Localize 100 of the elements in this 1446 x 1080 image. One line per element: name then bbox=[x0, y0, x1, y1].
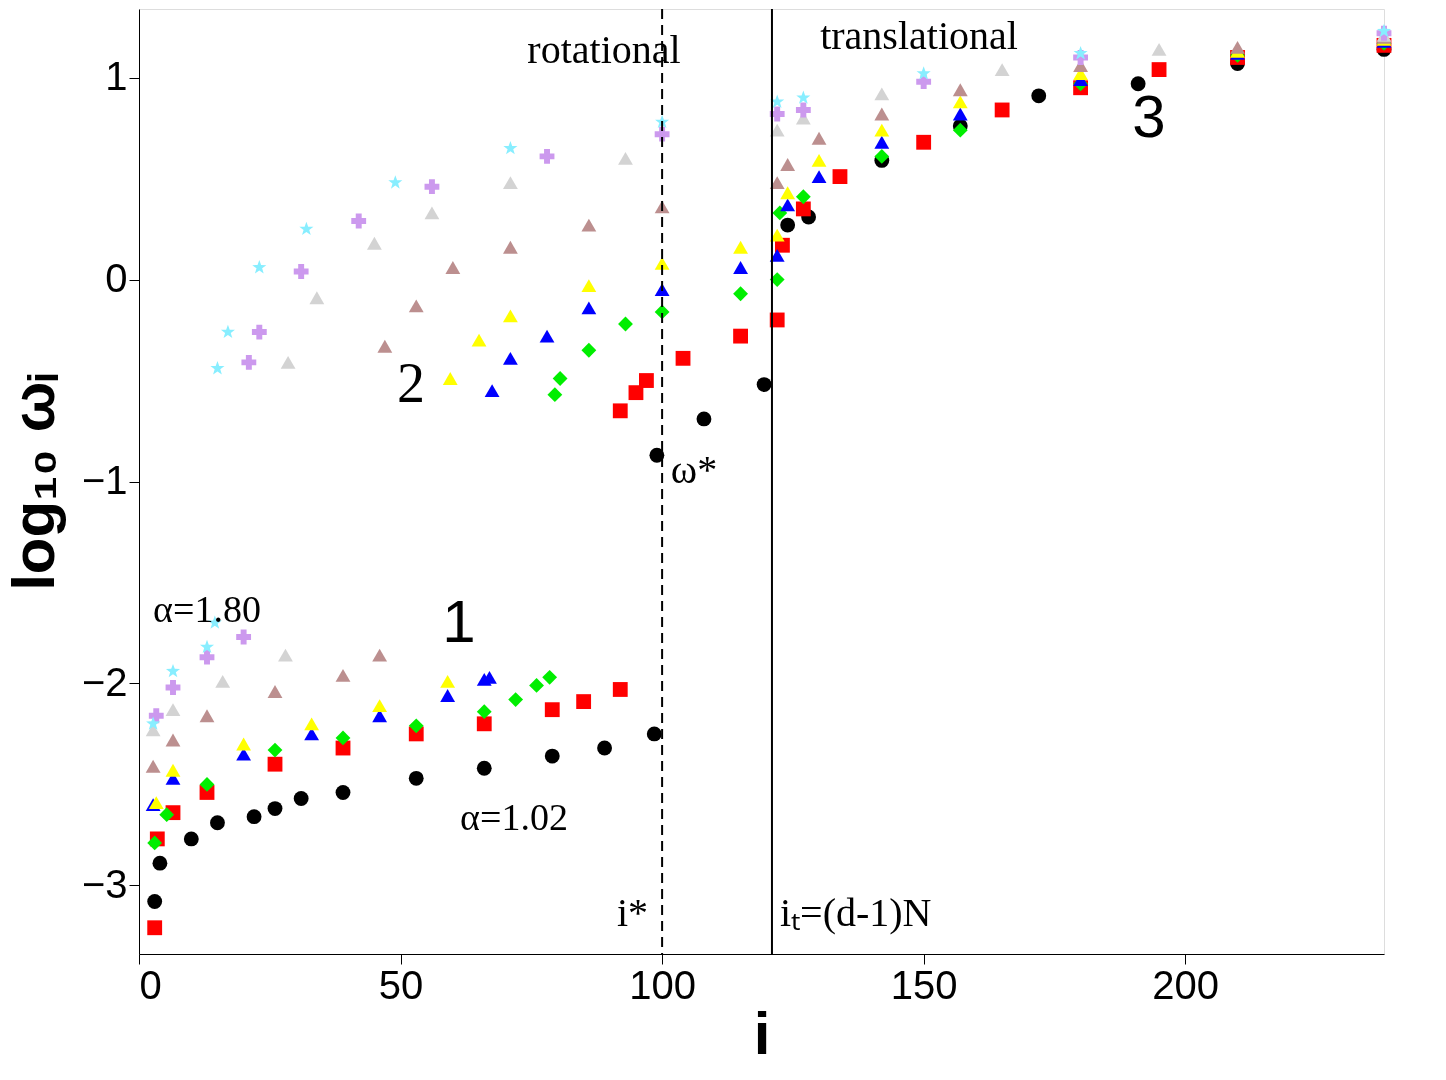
point bbox=[646, 726, 662, 742]
point bbox=[733, 261, 748, 274]
point bbox=[199, 709, 215, 723]
annotation: α=1.02 bbox=[460, 796, 568, 838]
point bbox=[612, 682, 628, 697]
point bbox=[471, 333, 487, 347]
point bbox=[675, 350, 691, 366]
point bbox=[293, 264, 309, 279]
point bbox=[780, 217, 796, 233]
point bbox=[267, 685, 283, 698]
x-tick-label: 50 bbox=[378, 962, 424, 1007]
point bbox=[733, 240, 748, 254]
point bbox=[388, 175, 403, 189]
point bbox=[267, 756, 283, 772]
point bbox=[1151, 62, 1167, 77]
point bbox=[147, 835, 163, 851]
point bbox=[769, 228, 785, 242]
point bbox=[874, 123, 890, 137]
point bbox=[445, 261, 461, 274]
point bbox=[1230, 40, 1245, 54]
point bbox=[267, 801, 283, 817]
point bbox=[756, 377, 772, 392]
point bbox=[165, 763, 181, 777]
point bbox=[547, 387, 563, 403]
point bbox=[544, 702, 560, 718]
point bbox=[408, 299, 424, 313]
annotation: 1 bbox=[442, 588, 476, 655]
y-tick-label: 1 bbox=[105, 54, 128, 99]
point bbox=[544, 748, 560, 764]
point bbox=[769, 248, 785, 262]
point bbox=[165, 663, 181, 678]
point bbox=[351, 213, 367, 229]
point bbox=[1073, 46, 1088, 60]
y-tick-label: −3 bbox=[81, 861, 128, 906]
point bbox=[811, 154, 827, 167]
point bbox=[408, 718, 424, 734]
point bbox=[440, 689, 456, 702]
point bbox=[502, 176, 518, 190]
point bbox=[503, 140, 518, 155]
point bbox=[874, 107, 890, 121]
point bbox=[246, 809, 262, 825]
point bbox=[874, 148, 890, 164]
point bbox=[251, 324, 267, 340]
point bbox=[639, 373, 654, 388]
ref-line-label: i* bbox=[616, 890, 649, 935]
point bbox=[874, 135, 890, 149]
point bbox=[508, 692, 524, 707]
point bbox=[280, 355, 296, 369]
point bbox=[252, 260, 267, 274]
point bbox=[424, 206, 440, 220]
point bbox=[576, 694, 592, 710]
point bbox=[952, 122, 968, 138]
point bbox=[335, 785, 351, 800]
point bbox=[147, 920, 163, 936]
point bbox=[335, 730, 351, 746]
point bbox=[278, 648, 293, 662]
point bbox=[372, 699, 388, 713]
point bbox=[916, 134, 932, 150]
point bbox=[1031, 88, 1047, 104]
x-tick-label: 0 bbox=[139, 962, 162, 1007]
point bbox=[1151, 42, 1167, 56]
point bbox=[148, 708, 164, 724]
point bbox=[811, 131, 827, 145]
point bbox=[542, 669, 558, 685]
point bbox=[796, 90, 811, 104]
point bbox=[199, 649, 215, 665]
point bbox=[484, 384, 500, 398]
point bbox=[304, 717, 320, 731]
point bbox=[597, 740, 612, 756]
point bbox=[581, 279, 597, 293]
point bbox=[770, 94, 785, 108]
point bbox=[952, 95, 968, 109]
point bbox=[309, 291, 325, 305]
x-tick-label: 150 bbox=[890, 962, 958, 1007]
point bbox=[628, 385, 644, 401]
y-tick-label: 0 bbox=[105, 256, 128, 301]
point bbox=[424, 179, 440, 195]
point bbox=[780, 186, 796, 200]
point bbox=[236, 629, 252, 645]
point bbox=[795, 189, 811, 205]
point bbox=[780, 158, 796, 171]
point bbox=[236, 737, 252, 751]
point bbox=[220, 324, 235, 339]
point bbox=[442, 372, 458, 385]
point bbox=[696, 411, 712, 427]
point bbox=[267, 742, 283, 758]
point bbox=[769, 123, 785, 137]
point bbox=[612, 403, 628, 419]
point bbox=[832, 169, 848, 185]
point bbox=[502, 309, 518, 323]
point bbox=[529, 678, 544, 693]
point bbox=[377, 339, 393, 353]
point bbox=[733, 286, 748, 302]
y-tick-label: −2 bbox=[81, 659, 128, 704]
point bbox=[1130, 76, 1146, 92]
annotation: 2 bbox=[397, 352, 425, 414]
point bbox=[994, 102, 1010, 118]
point bbox=[215, 674, 231, 688]
point bbox=[165, 703, 181, 717]
point bbox=[780, 198, 796, 212]
